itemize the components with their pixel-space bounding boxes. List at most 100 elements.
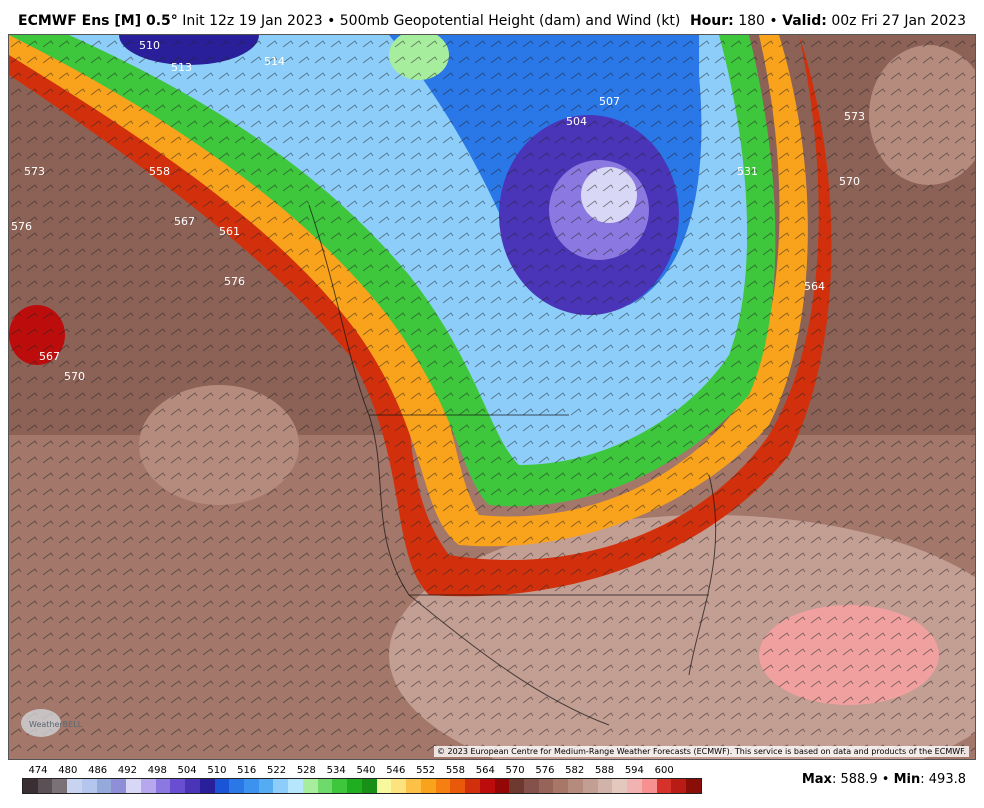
legend-tick-label: 492 (117, 765, 137, 776)
legend-swatch (258, 779, 274, 793)
legend-tick-label: 480 (58, 765, 78, 776)
contour-label: 564 (804, 280, 825, 293)
legend-swatch (52, 779, 68, 793)
legend-swatch (479, 779, 495, 793)
max-value: 588.9 (840, 772, 878, 787)
legend-swatch (81, 779, 97, 793)
legend-swatch (229, 779, 245, 793)
hour-label: Hour: (689, 13, 734, 29)
legend-tick-label: 588 (594, 765, 615, 776)
legend-swatch (641, 779, 657, 793)
legend-tick-label: 534 (326, 765, 346, 776)
max-label: Max (801, 772, 832, 787)
legend-swatch (391, 779, 407, 793)
legend-tick-label: 486 (88, 765, 108, 776)
contour-label: 570 (839, 175, 860, 188)
legend-swatch (538, 779, 554, 793)
legend-tick-label: 600 (654, 765, 674, 776)
logo-text: WeatherBELL (29, 720, 83, 729)
legend-swatch (361, 779, 377, 793)
legend-swatch (244, 779, 259, 793)
legend-colorbar (22, 778, 702, 794)
legend-swatch (214, 779, 230, 793)
legend-swatch (185, 779, 200, 793)
forecast-map[interactable]: 510 507 513 514 558 561 567 576 573 576 … (8, 34, 976, 760)
legend-tick-label: 570 (505, 765, 525, 776)
contour-label: 513 (171, 61, 192, 74)
header: ECMWF Ens [M] 0.5° Init 12z 19 Jan 2023 … (0, 0, 984, 34)
legend-swatch (23, 779, 38, 793)
legend-swatch (671, 779, 687, 793)
legend-tick-label: 474 (28, 765, 48, 776)
contour-label: 558 (149, 165, 170, 178)
hour-value: 180 (738, 13, 765, 29)
contour-label: 510 (139, 39, 160, 52)
contour-label: 507 (599, 95, 620, 108)
height-field: 510 507 513 514 558 561 567 576 573 576 … (9, 35, 975, 759)
contour-label: 567 (174, 215, 195, 228)
contour-labels: 510 507 513 514 558 561 567 576 573 576 … (11, 39, 865, 383)
min-value: 493.8 (928, 772, 966, 787)
legend-tick-label: 504 (177, 765, 197, 776)
min-label: Min (893, 772, 921, 787)
contour-label: 576 (224, 275, 245, 288)
legend-swatch (302, 779, 318, 793)
legend-swatch (656, 779, 672, 793)
legend-tick-label: 498 (147, 765, 167, 776)
legend-swatch (347, 779, 362, 793)
color-legend: 474 480 486 492 498 504 510 516 522 528 534 540 546 5… (22, 762, 702, 798)
contour-label: 570 (64, 370, 85, 383)
legend-swatch (568, 779, 583, 793)
legend-swatch (67, 779, 82, 793)
legend-swatch (111, 779, 127, 793)
legend-swatch (582, 779, 598, 793)
contour-label: 514 (264, 55, 285, 68)
logo-icon: WeatherBELL (21, 709, 83, 737)
legend-swatch (288, 779, 303, 793)
legend-swatch (465, 779, 480, 793)
legend-swatch (332, 779, 348, 793)
legend-tick-label: 564 (475, 765, 495, 776)
legend-tick-label: 558 (445, 765, 465, 776)
legend-swatch (317, 779, 333, 793)
legend-swatch (37, 779, 53, 793)
legend-tick-label: 552 (416, 765, 436, 776)
contour-label: 567 (39, 350, 60, 363)
map-title: ECMWF Ens [M] 0.5° Init 12z 19 Jan 2023 … (18, 13, 680, 29)
legend-swatch (126, 779, 141, 793)
legend-tick-label: 576 (535, 765, 555, 776)
legend-tick-label: 594 (624, 765, 644, 776)
legend-tick-label: 546 (386, 765, 406, 776)
contour-label: 531 (737, 165, 758, 178)
max-min-stats: Max: 588.9 • Min: 493.8 (801, 772, 966, 787)
model-name: ECMWF Ens [M] 0.5° (18, 13, 178, 29)
contour-label: 573 (24, 165, 45, 178)
legend-swatch (420, 779, 436, 793)
legend-swatch (450, 779, 466, 793)
legend-swatch (494, 779, 510, 793)
legend-swatch (627, 779, 642, 793)
legend-swatch (155, 779, 171, 793)
legend-swatch (170, 779, 186, 793)
legend-tick-label: 510 (207, 765, 227, 776)
legend-swatch (509, 779, 524, 793)
legend-tick-label: 540 (356, 765, 376, 776)
legend-swatch (140, 779, 156, 793)
legend-swatch (597, 779, 613, 793)
legend-tick-label: 522 (266, 765, 287, 776)
contour-label: 561 (219, 225, 240, 238)
contour-label: 504 (566, 115, 587, 128)
contour-label: 576 (11, 220, 32, 233)
legend-tick-label: 528 (296, 765, 316, 776)
weatherbell-logo: WeatherBELL (19, 705, 99, 741)
valid-label: Valid: (782, 13, 827, 29)
legend-swatch (523, 779, 539, 793)
legend-swatch (406, 779, 421, 793)
legend-swatch (435, 779, 451, 793)
legend-swatch (686, 779, 701, 793)
copyright-notice: © 2023 European Centre for Medium-Range … (434, 746, 969, 757)
legend-ticks: 474 480 486 492 498 504 510 516 522 528 534 540 546 5… (22, 762, 702, 778)
valid-time: Hour: 180 • Valid: 00z Fri 27 Jan 2023 (689, 13, 966, 29)
legend-tick-label: 516 (237, 765, 257, 776)
legend-swatch (273, 779, 289, 793)
